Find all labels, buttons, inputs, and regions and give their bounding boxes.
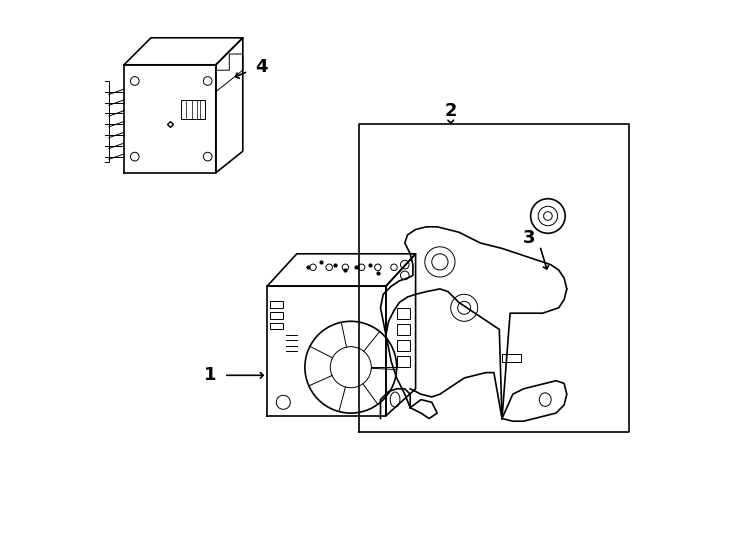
Text: 3: 3: [523, 228, 535, 247]
Text: 4: 4: [255, 58, 268, 77]
Bar: [396, 356, 410, 367]
Bar: [396, 340, 410, 351]
Bar: [396, 324, 410, 335]
Bar: [270, 312, 283, 319]
Bar: [181, 100, 205, 119]
Bar: [502, 354, 521, 362]
Bar: [270, 301, 283, 308]
Text: 1: 1: [204, 366, 217, 384]
Text: 2: 2: [445, 102, 457, 120]
Bar: [270, 323, 283, 329]
Bar: [396, 308, 410, 319]
